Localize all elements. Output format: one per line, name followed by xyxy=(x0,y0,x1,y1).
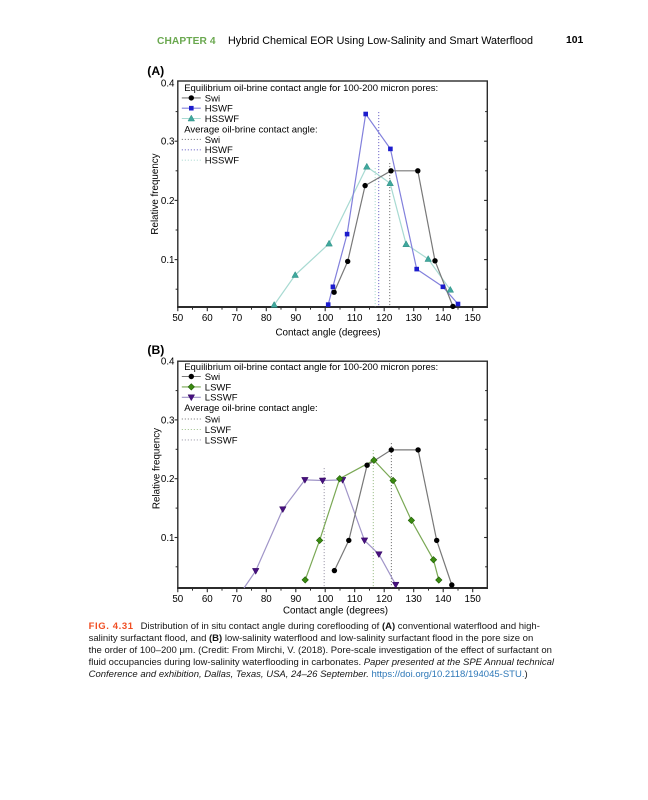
svg-text:(B): (B) xyxy=(147,343,164,357)
svg-text:Swi: Swi xyxy=(205,414,220,425)
svg-text:110: 110 xyxy=(347,313,363,324)
svg-text:130: 130 xyxy=(406,594,423,605)
svg-text:80: 80 xyxy=(261,594,272,605)
svg-text:Swi: Swi xyxy=(205,93,220,104)
svg-text:140: 140 xyxy=(435,594,452,605)
svg-text:HSWF: HSWF xyxy=(205,145,233,156)
svg-text:Swi: Swi xyxy=(205,372,220,383)
svg-text:Contact angle (degrees): Contact angle (degrees) xyxy=(275,327,380,338)
svg-text:(A): (A) xyxy=(147,64,164,78)
svg-text:Contact angle (degrees): Contact angle (degrees) xyxy=(283,606,388,617)
svg-text:Average oil-brine contact angl: Average oil-brine contact angle: xyxy=(184,124,317,135)
svg-text:Average oil-brine contact angl: Average oil-brine contact angle: xyxy=(184,403,317,414)
svg-text:90: 90 xyxy=(290,594,301,605)
svg-text:50: 50 xyxy=(172,594,183,605)
svg-text:130: 130 xyxy=(406,313,423,324)
svg-text:Equilibrium oil-brine contact: Equilibrium oil-brine contact angle for … xyxy=(184,362,438,373)
svg-text:70: 70 xyxy=(231,313,242,324)
svg-text:120: 120 xyxy=(376,594,393,605)
svg-text:150: 150 xyxy=(465,594,482,605)
svg-text:Swi: Swi xyxy=(205,135,220,146)
svg-text:HSSWF: HSSWF xyxy=(205,114,240,125)
svg-text:120: 120 xyxy=(376,313,393,324)
svg-text:0.1: 0.1 xyxy=(161,255,175,266)
svg-text:0.1: 0.1 xyxy=(161,533,175,544)
svg-text:90: 90 xyxy=(290,313,301,324)
svg-text:0.3: 0.3 xyxy=(161,415,175,426)
svg-text:LSSWF: LSSWF xyxy=(205,393,238,404)
svg-text:Relative frequency: Relative frequency xyxy=(150,153,161,234)
svg-text:LSSWF: LSSWF xyxy=(205,435,238,446)
svg-text:70: 70 xyxy=(231,594,242,605)
svg-text:Relative frequency: Relative frequency xyxy=(152,428,163,509)
svg-text:0.4: 0.4 xyxy=(161,78,175,89)
svg-text:0.3: 0.3 xyxy=(161,137,175,148)
svg-text:Equilibrium oil-brine contact: Equilibrium oil-brine contact angle for … xyxy=(184,83,438,94)
svg-text:140: 140 xyxy=(435,313,452,324)
svg-text:HSWF: HSWF xyxy=(205,104,233,115)
svg-text:HSSWF: HSSWF xyxy=(205,156,240,167)
svg-text:50: 50 xyxy=(172,313,183,324)
svg-text:150: 150 xyxy=(465,313,482,324)
svg-text:0.2: 0.2 xyxy=(161,474,175,485)
svg-text:0.4: 0.4 xyxy=(161,357,175,368)
svg-text:LSWF: LSWF xyxy=(205,425,232,436)
svg-text:110: 110 xyxy=(347,594,363,605)
svg-text:100: 100 xyxy=(317,313,334,324)
svg-text:100: 100 xyxy=(317,594,334,605)
svg-text:60: 60 xyxy=(202,313,213,324)
svg-text:0.2: 0.2 xyxy=(161,196,175,207)
svg-text:80: 80 xyxy=(261,313,272,324)
svg-text:LSWF: LSWF xyxy=(205,382,232,393)
svg-text:60: 60 xyxy=(202,594,213,605)
